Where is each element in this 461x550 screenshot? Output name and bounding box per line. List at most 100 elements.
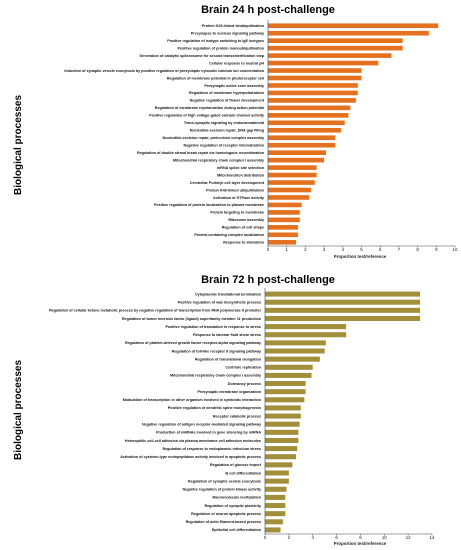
bar xyxy=(265,413,301,419)
x-tick-label: 2 xyxy=(288,535,291,540)
category-label: Regulation of cell shape xyxy=(222,226,264,230)
category-label: Regulation of glucose import xyxy=(210,463,262,467)
chart-title: Brain 24 h post-challenge xyxy=(201,4,335,16)
bar xyxy=(265,519,283,525)
x-tick-label: 9 xyxy=(435,247,438,252)
x-tick-label: 4 xyxy=(311,535,314,540)
category-label: Regulation of toll-like receptor 9 signa… xyxy=(172,349,262,353)
bar xyxy=(265,470,289,476)
bar xyxy=(268,23,439,29)
bar xyxy=(268,120,345,126)
category-label: Protein K48-linked ubiquitination xyxy=(206,188,265,192)
bar xyxy=(268,157,325,163)
category-label: Regulation of actin filament-based proce… xyxy=(186,520,261,524)
bar xyxy=(268,225,298,230)
category-label: Mitochondrial respiratory chain complex … xyxy=(173,158,265,162)
bar xyxy=(268,127,341,133)
category-label: Activation of GTPase activity xyxy=(213,196,265,200)
x-tick-label: 3 xyxy=(323,247,326,252)
bar xyxy=(268,98,356,103)
category-label: Protein-containing complex localization xyxy=(194,233,264,237)
category-label: Modulation of transcription in other org… xyxy=(123,398,262,402)
chart-title: Brain 72 h post-challenge xyxy=(201,274,335,286)
category-label: Ribosome assembly xyxy=(228,218,265,222)
category-label: Protein targeting to membrane xyxy=(210,211,264,215)
bar xyxy=(268,217,300,223)
bar xyxy=(268,187,312,193)
category-label: Regulation of response to endoplasmic re… xyxy=(162,447,261,451)
category-label: Regulation of membrane potential in phot… xyxy=(167,76,264,80)
panel-brain-72h: Brain 72 h post-challenge Biological pro… xyxy=(13,274,435,546)
category-label: Negative regulation of flower developmen… xyxy=(190,99,265,103)
bar xyxy=(268,165,317,170)
category-label: Nucleotide-excision repair, preincision … xyxy=(163,136,265,140)
bar xyxy=(268,53,392,58)
category-label: Mitochondrion distribution xyxy=(217,173,265,177)
category-label: Protein K29-linked deubiquitination xyxy=(202,24,265,28)
bar xyxy=(268,113,349,118)
x-tick-label: 14 xyxy=(430,535,435,540)
x-tick-label: 0 xyxy=(264,535,267,540)
bar xyxy=(265,421,300,427)
bar xyxy=(265,340,326,346)
x-tick-label: 10 xyxy=(453,247,458,252)
bar xyxy=(268,45,403,51)
bar xyxy=(268,172,317,178)
x-tick-label: 1 xyxy=(285,247,288,252)
y-axis-label: Biological processes xyxy=(13,360,24,460)
bar xyxy=(265,372,312,378)
category-label: Heterophilic cell-cell adhesion via plas… xyxy=(125,439,261,443)
bar xyxy=(265,462,293,468)
category-label: Trans-synaptic signaling by endocannabin… xyxy=(184,121,265,125)
category-label: Positive regulation of dendritic spine m… xyxy=(168,406,261,410)
bar xyxy=(265,486,287,492)
bar xyxy=(268,142,336,148)
bar xyxy=(265,389,306,395)
bar xyxy=(265,511,286,517)
category-label: Macromolecule methylation xyxy=(212,496,261,500)
category-label: Cerebellar Purkinje cell layer developme… xyxy=(190,181,265,185)
bar xyxy=(265,364,313,370)
bar xyxy=(268,135,336,141)
category-label: Regulation of synaptic vesicle exocytosi… xyxy=(188,479,261,483)
category-label: Activation of cysteine-type endopeptidas… xyxy=(120,455,261,459)
category-label: Response to starvation xyxy=(223,241,265,245)
bar xyxy=(265,429,299,435)
bar xyxy=(268,68,362,73)
bar xyxy=(268,202,302,208)
category-label: Regulation of cellular ketone metabolic … xyxy=(49,309,262,313)
x-tick-label: 6 xyxy=(335,535,338,540)
bar xyxy=(265,348,325,354)
bar xyxy=(265,356,320,362)
bar xyxy=(265,478,289,484)
bar xyxy=(268,75,362,81)
category-label: B cell differentiation xyxy=(226,471,262,475)
bar xyxy=(265,381,306,387)
bar xyxy=(265,446,298,452)
category-label: Negative regulation of receptor internal… xyxy=(183,144,264,148)
category-label: Positive regulation of wax biosynthetic … xyxy=(178,301,261,305)
category-label: Regulation of membrane repolarization du… xyxy=(155,106,264,110)
bar xyxy=(265,503,286,509)
category-label: Regulation of neuron apoptotic process xyxy=(191,512,261,516)
x-axis-label: Proportion test/reference xyxy=(334,541,387,546)
category-label: Regulation of double-strand break repair… xyxy=(137,151,265,155)
bar xyxy=(268,60,379,66)
bar xyxy=(265,332,347,338)
y-axis-label: Biological processes xyxy=(13,95,24,195)
bar xyxy=(268,30,429,36)
category-label: Regulation of translational elongation xyxy=(195,357,262,361)
category-label: Negative regulation of protein kinase ac… xyxy=(183,488,262,492)
bar xyxy=(265,405,301,411)
bar xyxy=(265,324,347,330)
category-label: Induction of synaptic vesicle exocytosis… xyxy=(64,69,264,73)
category-label: Cellular response to neutral pH xyxy=(209,61,264,65)
x-tick-label: 12 xyxy=(406,535,411,540)
category-label: Regulation of synaptic plasticity xyxy=(204,504,262,508)
bar xyxy=(268,90,358,96)
category-label: Positive regulation of protein localizat… xyxy=(154,203,264,207)
x-tick-label: 0 xyxy=(267,247,270,252)
category-label: Mitochondrial respiratory chain complex … xyxy=(170,374,262,378)
bar xyxy=(268,195,310,200)
